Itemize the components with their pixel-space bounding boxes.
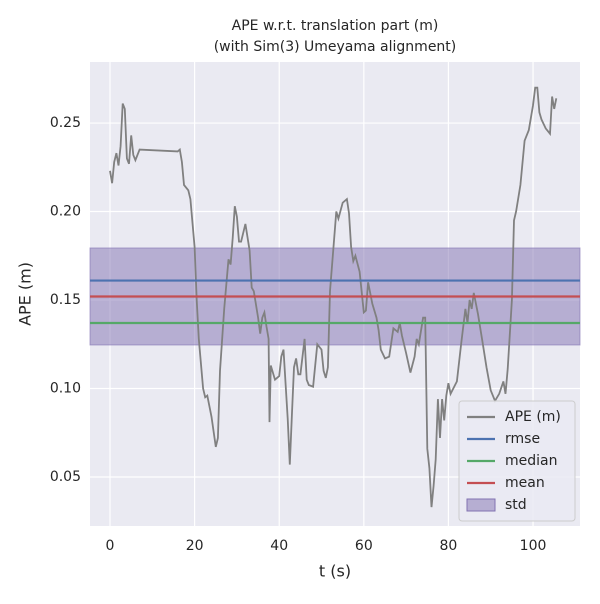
x-axis-label: t (s) bbox=[319, 562, 351, 581]
legend-box bbox=[458, 400, 576, 522]
y-tick-label: 0.15 bbox=[50, 292, 81, 308]
x-tick-label: 20 bbox=[186, 538, 204, 554]
legend-label: std bbox=[505, 497, 527, 513]
ape-line bbox=[109, 86, 558, 508]
chart-subtitle: (with Sim(3) Umeyama alignment) bbox=[214, 39, 457, 55]
y-axis-label: APE (m) bbox=[16, 262, 35, 326]
y-tick-label: 0.20 bbox=[50, 204, 81, 220]
x-tick-label: 80 bbox=[440, 538, 458, 554]
legend-label: median bbox=[505, 453, 557, 469]
x-tick-label: 60 bbox=[355, 538, 373, 554]
y-tick-label: 0.05 bbox=[50, 469, 81, 485]
legend: APE (m) rmse median mean std bbox=[458, 400, 576, 522]
y-tick-label: 0.10 bbox=[50, 380, 81, 396]
x-tick-label: 100 bbox=[520, 538, 547, 554]
x-tick-label: 0 bbox=[106, 538, 115, 554]
y-tick-label: 0.25 bbox=[50, 115, 81, 131]
chart-title: APE w.r.t. translation part (m) bbox=[232, 18, 439, 34]
legend-label: mean bbox=[505, 475, 545, 491]
x-tick-label: 40 bbox=[270, 538, 288, 554]
legend-swatch bbox=[466, 498, 496, 512]
legend-label: APE (m) bbox=[505, 409, 561, 425]
legend-label: rmse bbox=[505, 431, 540, 447]
